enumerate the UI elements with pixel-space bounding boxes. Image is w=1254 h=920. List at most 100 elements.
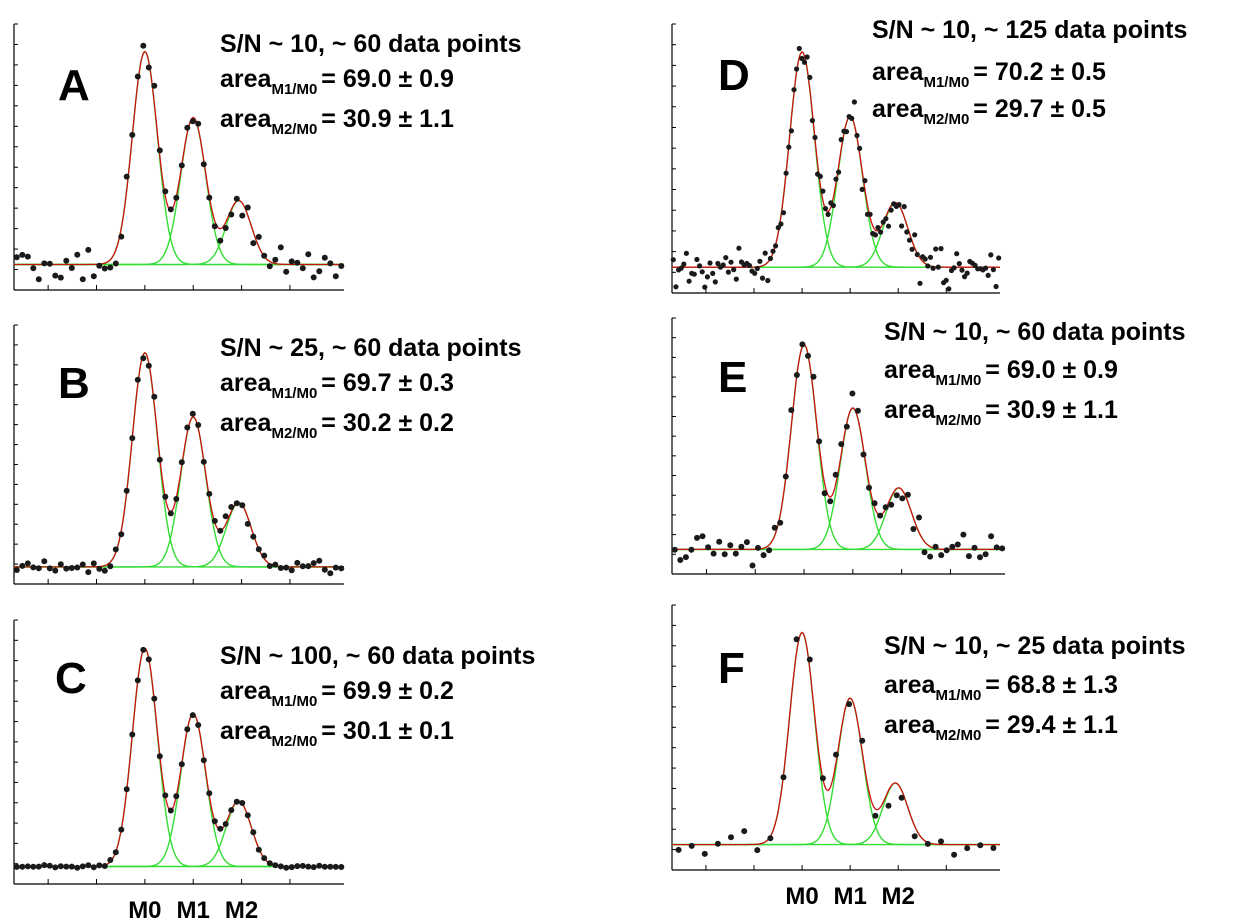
data-point [217,527,224,534]
data-point [327,570,334,577]
data-point [294,559,301,566]
data-point [173,194,180,201]
panel-annotation: S/N ~ 10, ~ 60 data points [884,318,1186,346]
data-point [316,557,323,564]
component-fit-m1 [672,116,1000,268]
data-point [123,487,130,494]
chart-panel-f: F S/N ~ 10, ~ 25 data points areaM1/M0 = 68… [671,604,1186,910]
data-point [112,546,119,553]
data-point [723,255,729,261]
data-point [277,244,284,251]
data-point [173,793,180,800]
data-point [145,362,152,369]
data-point [316,268,323,275]
data-point [46,862,53,869]
data-point [783,170,789,176]
data-point [914,251,920,258]
data-point [816,438,823,445]
data-point [857,145,863,151]
data-point [901,204,907,210]
data-point [675,846,682,853]
data-point [272,862,279,869]
data-point [261,855,268,862]
data-point [151,695,158,702]
data-point [846,701,853,708]
data-point [90,560,97,567]
data-point [101,265,108,272]
data-point [755,544,761,551]
data-point [184,726,191,733]
component-fit-m1 [14,117,344,266]
data-point [851,99,858,105]
data-point [167,206,174,213]
data-point [838,441,845,448]
data-point [720,262,726,268]
data-point [786,144,792,150]
data-point [704,274,711,280]
data-point [911,833,918,840]
data-point [738,543,745,550]
data-point [189,712,196,719]
data-point [167,807,174,814]
data-point [791,87,797,93]
data-point [728,834,734,841]
data-point [762,250,768,256]
data-point [222,513,229,520]
data-point [999,545,1006,552]
data-point [678,265,684,271]
data-point [57,863,64,870]
data-point [946,286,952,292]
component-fit-m2 [14,800,344,868]
data-point [932,543,939,550]
data-point [24,560,31,567]
chart-panel-c: C S/N ~ 100, ~ 60 data points areaM1/M0 = 6… [13,619,535,920]
data-point [849,115,855,121]
data-point [41,558,48,565]
data-point [305,251,312,258]
data-point [699,269,705,275]
data-point [949,543,956,550]
data-point [19,562,26,569]
data-point [896,202,902,208]
data-point [30,564,37,571]
total-fit-curve [14,50,344,266]
data-point [118,826,125,833]
data-point [977,554,983,561]
data-point [233,798,240,805]
data-point [746,262,753,269]
data-point [41,260,48,267]
data-point [673,284,679,290]
data-point [988,252,994,258]
data-point [178,761,185,768]
data-point [843,129,850,135]
data-point [993,544,1000,551]
data-point [272,561,279,568]
data-point [107,857,114,863]
data-point [757,258,763,264]
data-point [288,258,295,265]
data-point [63,257,70,264]
area-ratio-m2-m0: areaM2/M0 = 30.9 ± 1.1 [220,105,454,138]
data-point [167,510,174,517]
data-point [705,544,712,551]
data-point [200,458,207,465]
data-point [860,451,867,458]
data-point [927,254,934,260]
data-point [96,862,103,869]
data-point [250,829,257,836]
data-point [134,73,141,80]
data-point [830,202,837,209]
data-point [775,225,781,231]
data-point [862,178,868,184]
data-point [688,546,695,553]
data-point [883,216,889,222]
data-point [988,533,995,540]
data-point [239,212,246,219]
data-point [134,677,141,684]
data-point [965,553,972,560]
data-point [239,502,246,509]
data-point [943,547,950,554]
data-point [261,252,268,259]
data-point [24,253,31,260]
data-point [332,863,339,870]
